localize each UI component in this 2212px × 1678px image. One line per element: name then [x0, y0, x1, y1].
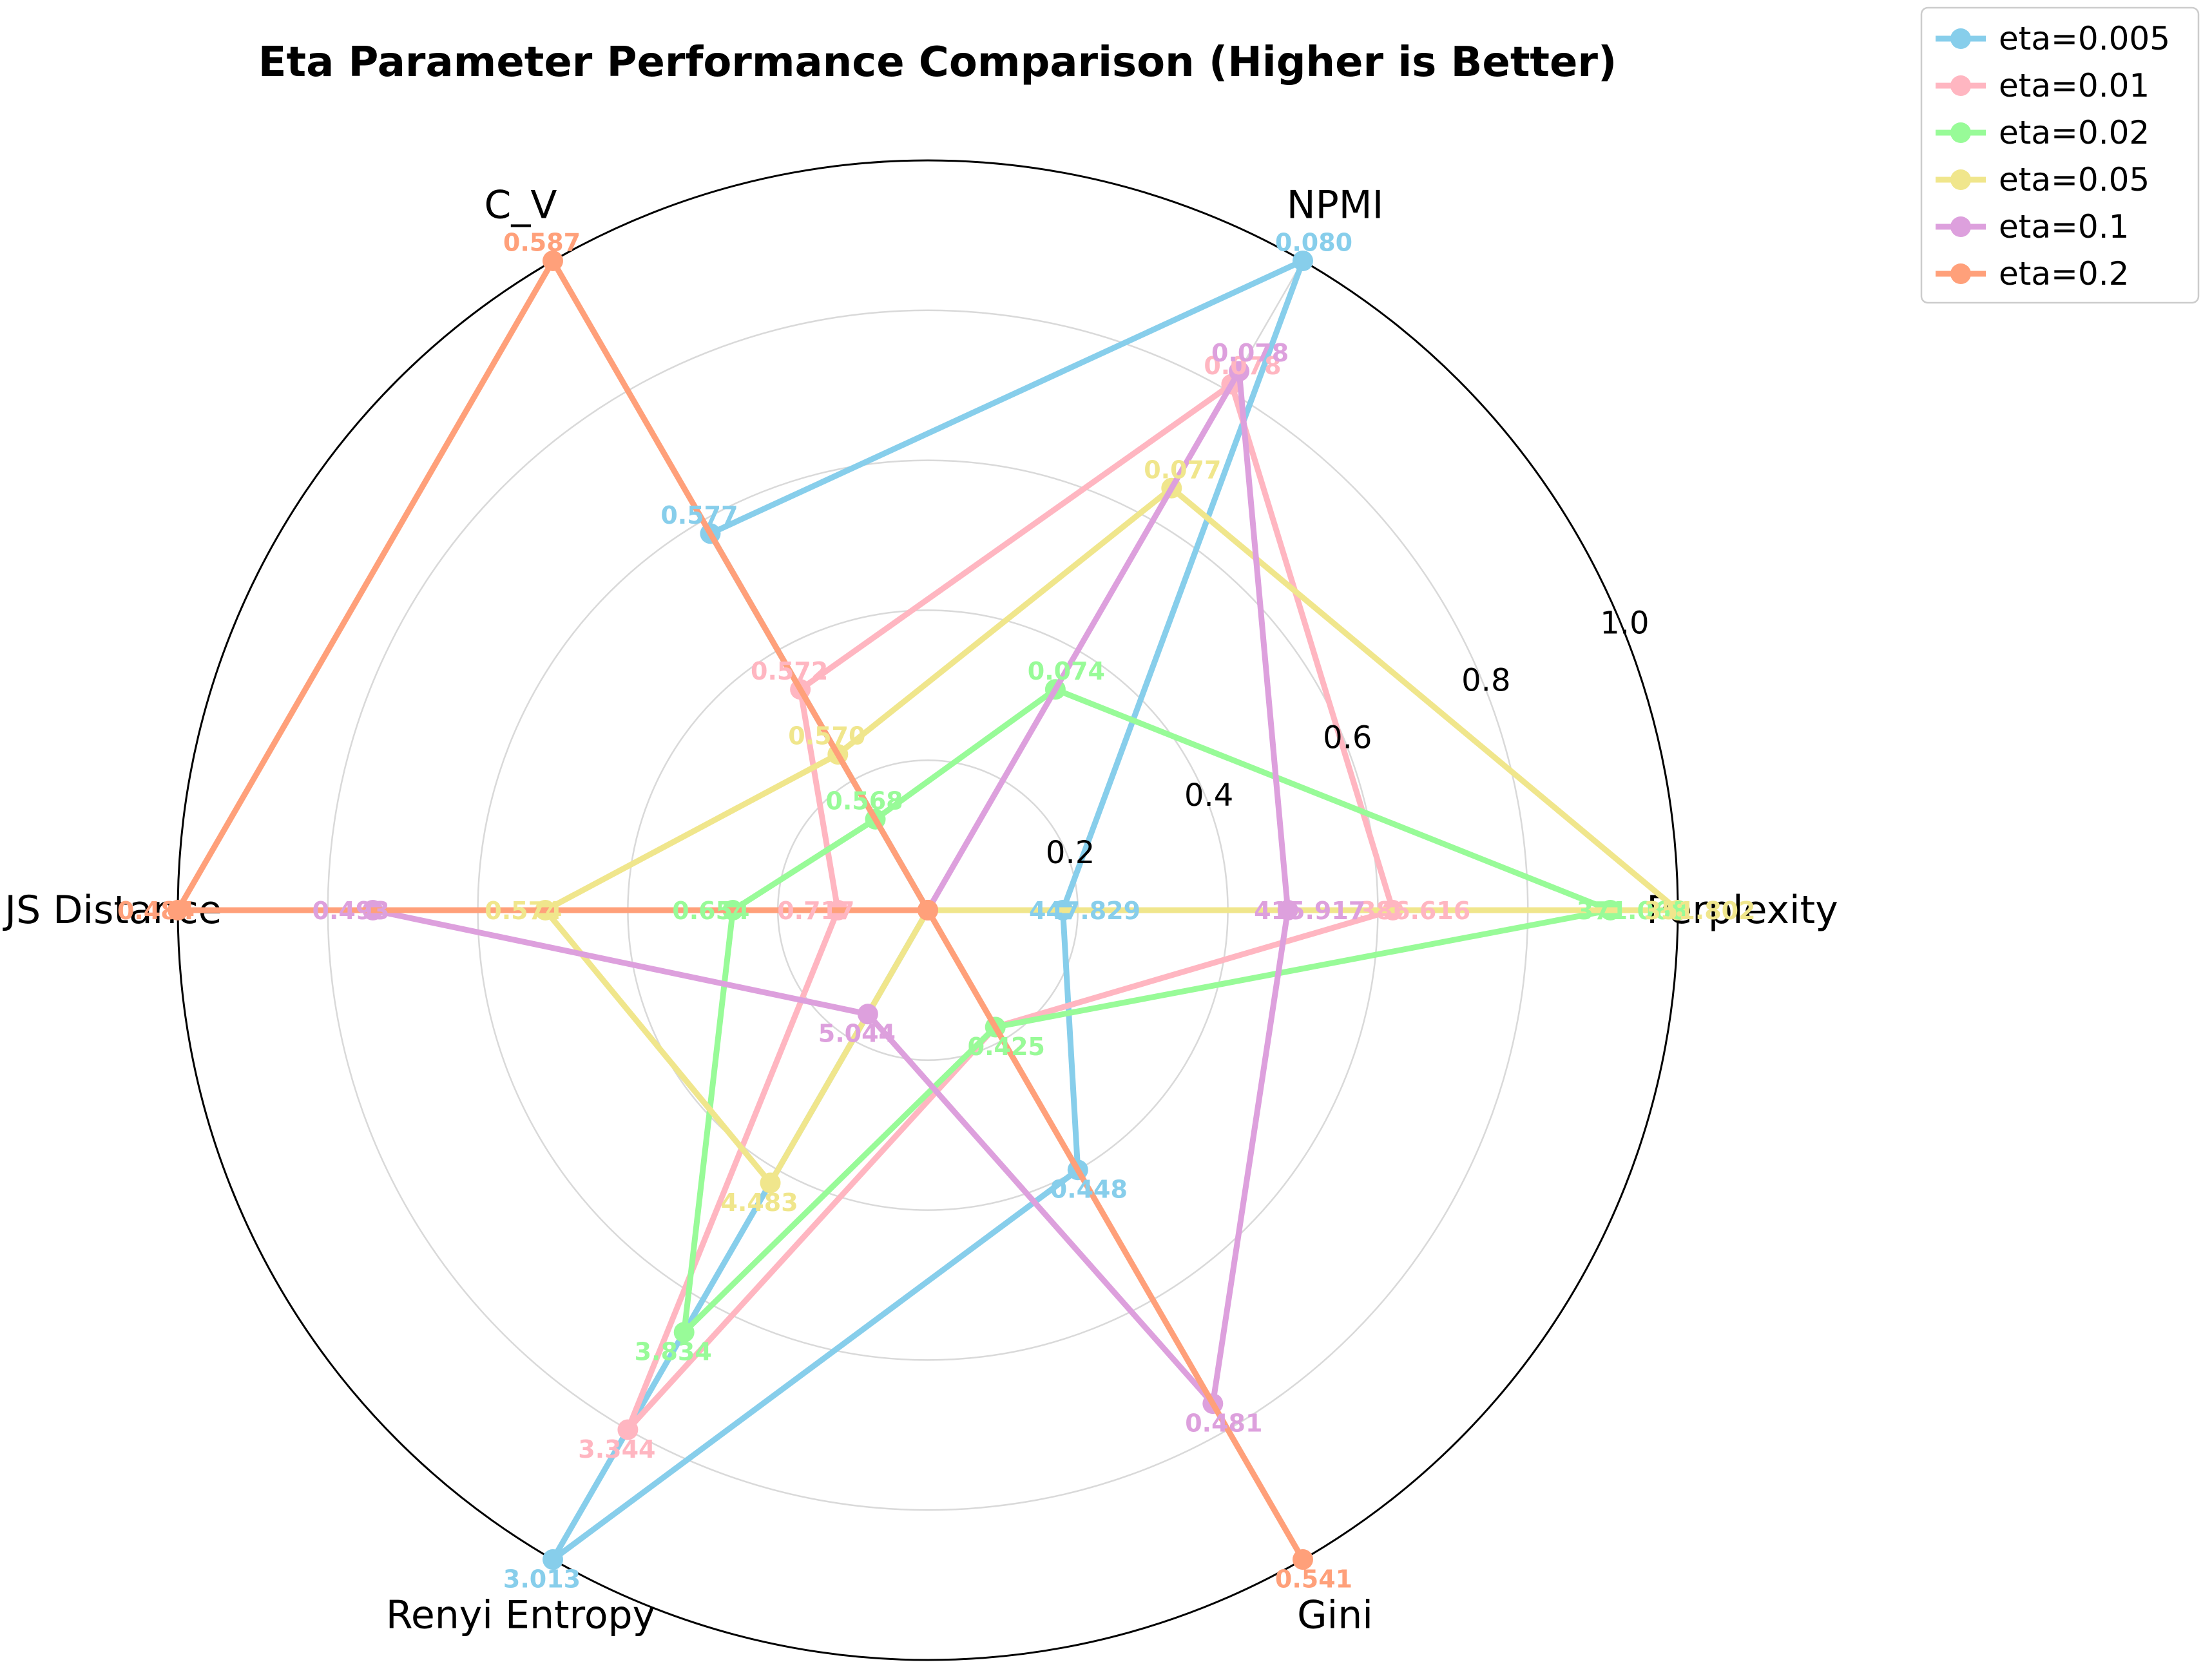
- data-label: 3.834: [635, 1338, 712, 1366]
- legend: eta=0.005 eta=0.01 eta=0.02 eta=0.05 eta=0.1…: [1920, 6, 2200, 304]
- series-eta=0.05: [535, 477, 1688, 1194]
- chart-title: Eta Parameter Performance Comparison (Hi…: [258, 39, 1617, 86]
- data-label: 0.080: [1275, 229, 1352, 257]
- data-point: [918, 900, 938, 920]
- data-point: [857, 1004, 878, 1025]
- data-label: 0.577: [660, 501, 738, 529]
- data-point: [543, 1549, 563, 1570]
- series-line: [175, 258, 1306, 1563]
- radial-tick-label: 0.8: [1461, 663, 1510, 699]
- legend-swatch-marker: [1950, 28, 1971, 49]
- legend-label: eta=0.1: [1999, 208, 2129, 245]
- radial-ticks: 0.2 0.4 0.6 0.8 1.0: [1046, 605, 1649, 871]
- data-point: [1229, 361, 1250, 382]
- data-point: [1277, 900, 1298, 920]
- legend-item: eta=0.02: [1936, 114, 2149, 151]
- data-label: 386.616: [1359, 897, 1470, 925]
- data-label: 371.068: [1577, 897, 1688, 925]
- data-label: 447.829: [1029, 897, 1140, 925]
- data-label: 0.077: [1144, 455, 1221, 484]
- data-label: 0.717: [777, 897, 854, 925]
- data-point: [673, 1322, 695, 1343]
- data-label: 0.484: [117, 897, 195, 925]
- data-label: 0.493: [313, 897, 390, 925]
- axis-label: Renyi Entropy: [386, 1593, 655, 1638]
- data-point: [543, 250, 563, 271]
- series-line: [370, 368, 1291, 1407]
- data-label: 0.078: [1211, 339, 1289, 367]
- data-point: [617, 1419, 639, 1440]
- legend-item: eta=0.2: [1936, 255, 2129, 292]
- data-label: 0.574: [485, 897, 562, 925]
- series-line: [681, 686, 1613, 1335]
- radial-tick-label: 0.6: [1323, 720, 1372, 756]
- data-label: 0.541: [1275, 1565, 1352, 1593]
- data-label: 0.448: [1050, 1176, 1128, 1204]
- data-label: 0.074: [1028, 657, 1105, 685]
- legend-swatch-marker: [1950, 216, 1971, 237]
- data-label: 5.044: [818, 1020, 896, 1048]
- legend-item: eta=0.01: [1936, 67, 2149, 104]
- data-label: 3.344: [578, 1435, 655, 1463]
- legend-box: [1920, 6, 2200, 304]
- data-label: 0.570: [788, 722, 865, 750]
- series-layer: [168, 250, 1688, 1570]
- data-label: 0.587: [503, 229, 581, 257]
- legend-swatch-marker: [1950, 75, 1971, 96]
- data-point: [1668, 900, 1688, 920]
- data-label: 0.425: [968, 1033, 1045, 1061]
- legend-label: eta=0.05: [1999, 161, 2149, 198]
- data-point: [760, 1172, 781, 1194]
- legend-label: eta=0.005: [1999, 20, 2170, 57]
- data-label: 415.917: [1254, 897, 1365, 925]
- data-label: 0.654: [672, 897, 749, 925]
- data-label: 0.572: [751, 657, 828, 685]
- legend-label: eta=0.2: [1999, 255, 2129, 292]
- axis-label: C_V: [485, 182, 557, 227]
- data-label: 351.802: [1644, 897, 1755, 925]
- legend-item: eta=0.1: [1936, 208, 2129, 245]
- axis-label: NPMI: [1287, 182, 1384, 227]
- radial-tick-label: 0.2: [1046, 835, 1095, 871]
- radial-tick-label: 0.4: [1184, 777, 1233, 814]
- legend-swatch-marker: [1950, 263, 1971, 284]
- series-eta=0.2: [168, 250, 1313, 1570]
- data-label: 0.481: [1185, 1409, 1262, 1438]
- data-label: 0.425: [968, 1033, 1045, 1061]
- data-label: 0.078: [1204, 352, 1281, 380]
- legend-swatch-marker: [1950, 169, 1971, 190]
- series-eta=0.1: [362, 361, 1298, 1415]
- data-point: [168, 900, 188, 920]
- data-label: 0.568: [825, 787, 903, 815]
- legend-item: eta=0.05: [1936, 161, 2149, 198]
- legend-label: eta=0.02: [1999, 114, 2149, 151]
- data-labels: 447.8290.0800.5773.0130.448386.6160.0780…: [117, 229, 1756, 1594]
- legend-label: eta=0.01: [1999, 67, 2149, 104]
- radial-tick-label: 1.0: [1600, 605, 1649, 642]
- data-point: [1293, 250, 1313, 271]
- legend-swatch-marker: [1950, 122, 1971, 143]
- data-point: [1293, 1549, 1313, 1570]
- data-label: 3.013: [503, 1565, 581, 1593]
- axis-label: Gini: [1297, 1593, 1373, 1638]
- data-label: 4.483: [720, 1188, 798, 1217]
- legend-item: eta=0.005: [1936, 20, 2170, 57]
